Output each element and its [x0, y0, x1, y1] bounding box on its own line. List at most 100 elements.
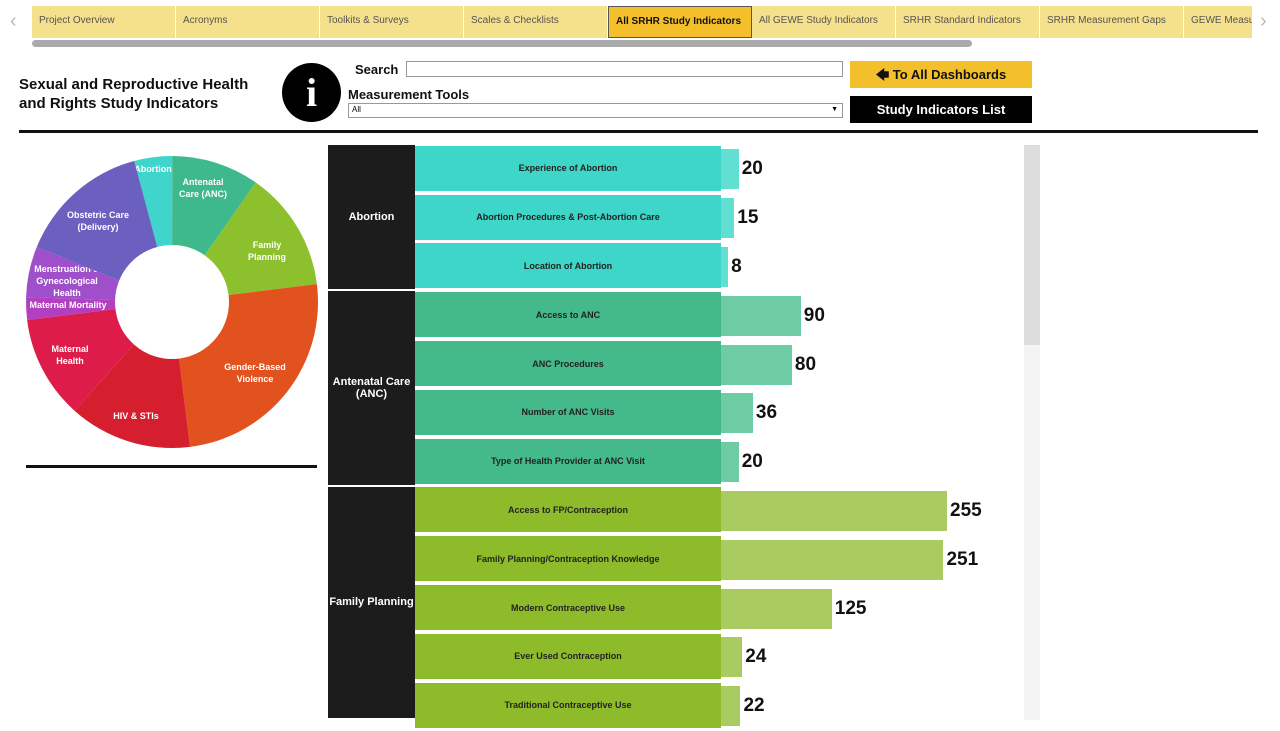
- indicator-value: 125: [834, 597, 867, 619]
- indicator-row[interactable]: Modern Contraceptive Use 125: [415, 584, 1045, 633]
- indicator-row[interactable]: Abortion Procedures & Post-Abortion Care…: [415, 194, 1045, 243]
- donut-divider: [26, 465, 317, 468]
- indicator-bar[interactable]: [721, 246, 729, 287]
- slice-label: HIV & STIs: [113, 411, 159, 421]
- indicator-label: Traditional Contraceptive Use: [415, 682, 721, 730]
- indicator-label: Access to ANC: [415, 292, 721, 340]
- page-title: Sexual and Reproductive Health and Rights…: [19, 75, 248, 113]
- indicator-bar[interactable]: [721, 588, 832, 629]
- slice-label: Family Planning: [248, 240, 286, 262]
- donut-slice[interactable]: [27, 309, 134, 411]
- group-label: Abortion: [328, 145, 415, 292]
- indicator-value: 80: [794, 353, 817, 375]
- donut-slice[interactable]: [179, 284, 318, 447]
- info-icon[interactable]: i: [282, 63, 341, 122]
- indicator-row[interactable]: Traditional Contraceptive Use 22: [415, 682, 1045, 731]
- indicator-bar[interactable]: [721, 295, 801, 336]
- indicator-value: 90: [803, 304, 825, 326]
- indicator-value: 24: [745, 646, 767, 668]
- donut-slice[interactable]: [26, 247, 120, 301]
- indicator-label: Type of Health Provider at ANC Visit: [415, 438, 721, 486]
- tab-1[interactable]: Acronyms: [176, 6, 320, 38]
- indicator-value: 8: [731, 255, 742, 277]
- measurement-tools-label: Measurement Tools: [348, 87, 470, 102]
- indicator-value: 251: [946, 548, 979, 570]
- indicator-row[interactable]: Access to ANC 90: [415, 291, 1045, 340]
- indicator-label: Location of Abortion: [415, 243, 721, 291]
- slice-label: Maternal Mortality: [29, 300, 106, 310]
- indicator-bar[interactable]: [721, 490, 947, 531]
- indicator-label: Ever Used Contraception: [415, 633, 721, 681]
- donut-slice[interactable]: [25, 297, 116, 320]
- indicator-bar[interactable]: [721, 149, 739, 190]
- indicator-label: Abortion Procedures & Post-Abortion Care: [415, 194, 721, 242]
- indicator-value: 36: [755, 402, 778, 424]
- indicator-label: Modern Contraceptive Use: [415, 585, 721, 633]
- indicator-label: Number of ANC Visits: [415, 389, 721, 437]
- tab-2[interactable]: Toolkits & Surveys: [320, 6, 464, 38]
- donut-slice[interactable]: [134, 156, 173, 247]
- select-value: All: [352, 105, 361, 114]
- indicator-bar[interactable]: [721, 637, 743, 678]
- indicator-bar[interactable]: [721, 686, 741, 727]
- tab-4[interactable]: All SRHR Study Indicators: [608, 6, 752, 38]
- indicator-bar[interactable]: [721, 198, 735, 239]
- indicator-row[interactable]: Number of ANC Visits 36: [415, 389, 1045, 438]
- indicator-value: 20: [741, 158, 763, 180]
- indicator-row[interactable]: Location of Abortion 8: [415, 243, 1045, 292]
- indicator-row[interactable]: Access to FP/Contraception 255: [415, 487, 1045, 536]
- indicator-label: Access to FP/Contraception: [415, 487, 721, 535]
- tab-8[interactable]: GEWE Measu: [1184, 6, 1252, 38]
- indicator-row[interactable]: Ever Used Contraception 24: [415, 633, 1045, 682]
- tab-bar: Project Overview Acronyms Toolkits & Surve…: [32, 6, 1252, 38]
- title-line-2: and Rights Study Indicators: [19, 95, 219, 112]
- tab-5[interactable]: All GEWE Study Indicators: [752, 6, 896, 38]
- slice-label: Abortion: [134, 164, 172, 174]
- group-label: Antenatal Care (ANC): [328, 291, 415, 487]
- chevron-down-icon: ▼: [831, 106, 838, 113]
- tabs-prev-arrow-icon[interactable]: ‹: [10, 10, 17, 32]
- search-label: Search: [355, 62, 399, 77]
- slice-label: Obstetric Care (Delivery): [67, 210, 129, 232]
- indicator-row[interactable]: Family Planning/Contraception Knowledge 2…: [415, 535, 1045, 584]
- slice-label: Antenatal Care (ANC): [179, 177, 227, 199]
- slice-label: Maternal Health: [51, 344, 88, 366]
- indicator-label: Family Planning/Contraception Knowledge: [415, 536, 721, 584]
- indicator-value: 15: [737, 207, 759, 229]
- header-divider: [19, 130, 1258, 133]
- tab-6[interactable]: SRHR Standard Indicators: [896, 6, 1040, 38]
- indicator-row[interactable]: Type of Health Provider at ANC Visit 20: [415, 438, 1045, 487]
- indicator-value: 22: [743, 695, 765, 717]
- indicator-value: 255: [950, 499, 982, 521]
- group-column: Abortion Antenatal Care (ANC) Family Plann…: [328, 145, 415, 720]
- tabs-next-arrow-icon[interactable]: ›: [1260, 10, 1267, 32]
- indicator-label: ANC Procedures: [415, 341, 721, 389]
- indicator-rows: Experience of Abortion 20 Abortion Procedu…: [415, 145, 1045, 731]
- indicator-bar[interactable]: [721, 442, 739, 483]
- indicator-label: Experience of Abortion: [415, 145, 721, 193]
- to-all-dashboards-button[interactable]: 🡄 To All Dashboards: [850, 61, 1032, 88]
- search-input[interactable]: [406, 61, 843, 77]
- indicator-bar[interactable]: [721, 393, 753, 434]
- slice-label: Menstruation & Gynecological Health: [34, 264, 100, 298]
- measurement-tools-select[interactable]: All ▼: [348, 103, 843, 118]
- donut-slice[interactable]: [74, 344, 190, 448]
- study-indicators-list-button[interactable]: Study Indicators List: [850, 96, 1032, 123]
- donut-slice[interactable]: [204, 182, 317, 295]
- donut-chart: Abortion Antenatal Care (ANC) Family Plannin…: [25, 156, 318, 448]
- donut-slice[interactable]: [36, 160, 158, 281]
- tab-scrollbar[interactable]: [32, 40, 972, 47]
- indicator-row[interactable]: Experience of Abortion 20: [415, 145, 1045, 194]
- donut-slice[interactable]: [172, 156, 256, 256]
- indicator-row[interactable]: ANC Procedures 80: [415, 340, 1045, 389]
- indicator-bar[interactable]: [721, 539, 944, 580]
- tab-7[interactable]: SRHR Measurement Gaps: [1040, 6, 1184, 38]
- tab-3[interactable]: Scales & Checklists: [464, 6, 608, 38]
- tab-0[interactable]: Project Overview: [32, 6, 176, 38]
- slice-label: Gender-Based Violence: [224, 362, 286, 384]
- indicator-bar[interactable]: [721, 344, 792, 385]
- indicator-value: 20: [741, 451, 763, 473]
- title-line-1: Sexual and Reproductive Health: [19, 76, 249, 93]
- scrollbar-thumb[interactable]: [1024, 145, 1040, 345]
- vertical-scrollbar[interactable]: [1024, 145, 1040, 720]
